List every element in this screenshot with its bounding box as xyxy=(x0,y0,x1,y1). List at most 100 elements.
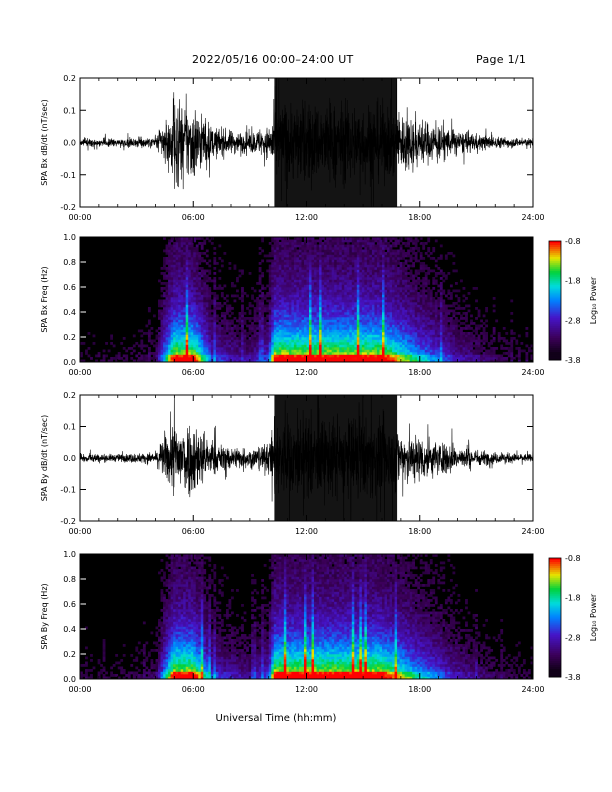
heatmap-cell xyxy=(429,334,433,338)
heatmap-cell xyxy=(309,262,312,265)
heatmap-cell xyxy=(258,339,262,343)
heatmap-cell xyxy=(200,334,204,338)
heatmap-cell xyxy=(376,354,380,358)
heatmap-cell xyxy=(168,249,171,253)
heatmap-cell xyxy=(165,309,169,313)
heatmap-cell xyxy=(321,279,325,283)
heatmap-cell xyxy=(175,277,179,280)
heatmap-cell xyxy=(137,357,141,360)
heatmap-cell xyxy=(303,259,307,263)
heatmap-cell xyxy=(424,282,428,285)
heatmap-cell xyxy=(424,322,428,325)
heatmap-cell xyxy=(314,322,317,325)
heatmap-cell xyxy=(379,354,383,358)
heatmap-cell xyxy=(339,337,343,340)
heatmap-cell xyxy=(200,267,204,270)
heatmap-cell xyxy=(185,292,189,295)
heatmap-cell xyxy=(213,304,217,308)
heatmap-cell xyxy=(407,324,410,328)
heatmap-cell xyxy=(205,317,209,320)
heatmap-cell xyxy=(419,294,423,298)
heatmap-cell xyxy=(261,312,265,315)
heatmap-cell xyxy=(316,274,320,278)
heatmap-cell xyxy=(336,242,340,245)
heatmap-cell xyxy=(291,257,295,260)
heatmap-cell xyxy=(364,257,368,260)
heatmap-cell xyxy=(142,349,146,353)
heatmap-cell xyxy=(243,357,247,360)
heatmap-cell xyxy=(392,287,395,290)
heatmap-cell xyxy=(185,329,189,333)
heatmap-cell xyxy=(361,304,365,308)
heatmap-cell xyxy=(361,287,365,290)
heatmap-cell xyxy=(371,319,375,323)
heatmap-cell xyxy=(195,284,199,288)
heatmap-cell xyxy=(389,262,393,265)
heatmap-cell xyxy=(185,327,189,330)
heatmap-cell xyxy=(261,352,265,355)
heatmap-cell xyxy=(288,254,292,258)
heatmap-cell xyxy=(326,292,330,295)
heatmap-cell xyxy=(268,299,272,303)
heatmap-cell xyxy=(349,339,353,343)
heatmap-cell xyxy=(193,257,197,260)
heatmap-cell xyxy=(389,307,393,310)
heatmap-cell xyxy=(364,344,368,348)
heatmap-cell xyxy=(414,242,418,245)
heatmap-cell xyxy=(223,344,227,348)
heatmap-cell xyxy=(402,282,405,285)
heatmap-cell xyxy=(200,352,204,355)
heatmap-cell xyxy=(291,329,295,333)
heatmap-cell xyxy=(165,327,169,330)
heatmap-cell xyxy=(160,322,164,325)
heatmap-cell xyxy=(314,334,317,338)
heatmap-cell xyxy=(319,342,322,345)
heatmap-cell xyxy=(374,292,378,295)
heatmap-cell xyxy=(266,269,270,273)
heatmap-cell xyxy=(364,267,368,270)
heatmap-cell xyxy=(286,324,290,328)
heatmap-cell xyxy=(190,329,194,333)
heatmap-cell xyxy=(241,334,244,338)
heatmap-cell xyxy=(407,352,410,355)
heatmap-cell xyxy=(319,357,322,360)
heatmap-cell xyxy=(195,252,199,255)
heatmap-cell xyxy=(95,354,98,358)
heatmap-cell xyxy=(293,312,297,315)
heatmap-cell xyxy=(281,322,285,325)
heatmap-cell xyxy=(336,284,340,288)
heatmap-cell xyxy=(359,307,363,310)
heatmap-cell xyxy=(321,297,325,300)
heatmap-cell xyxy=(371,304,375,308)
heatmap-cell xyxy=(314,269,317,273)
heatmap-cell xyxy=(183,307,186,310)
heatmap-cell xyxy=(369,279,373,283)
heatmap-cell xyxy=(336,314,340,318)
heatmap-cell xyxy=(238,344,242,348)
heatmap-cell xyxy=(444,319,448,323)
heatmap-cell xyxy=(387,284,390,288)
heatmap-cell xyxy=(248,324,252,328)
heatmap-cell xyxy=(281,302,285,305)
heatmap-cell xyxy=(434,274,438,278)
heatmap-cell xyxy=(273,317,277,320)
heatmap-cell xyxy=(427,322,431,325)
heatmap-cell xyxy=(389,279,393,283)
heatmap-cell xyxy=(402,304,405,308)
heatmap-cell xyxy=(303,322,307,325)
heatmap-cell xyxy=(366,337,370,340)
heatmap-cell xyxy=(354,242,358,245)
heatmap-cell xyxy=(248,327,252,330)
heatmap-cell xyxy=(291,239,295,243)
heatmap-cell xyxy=(178,269,181,273)
heatmap-cell xyxy=(173,299,176,303)
heatmap-cell xyxy=(356,267,360,270)
heatmap-cell xyxy=(268,282,272,285)
heatmap-cell xyxy=(268,337,272,340)
heatmap-cell xyxy=(394,267,398,270)
heatmap-cell xyxy=(286,304,290,308)
heatmap-cell xyxy=(246,349,249,353)
heatmap-cell xyxy=(412,329,416,333)
heatmap-cell xyxy=(361,289,365,293)
heatmap-cell xyxy=(251,294,254,298)
